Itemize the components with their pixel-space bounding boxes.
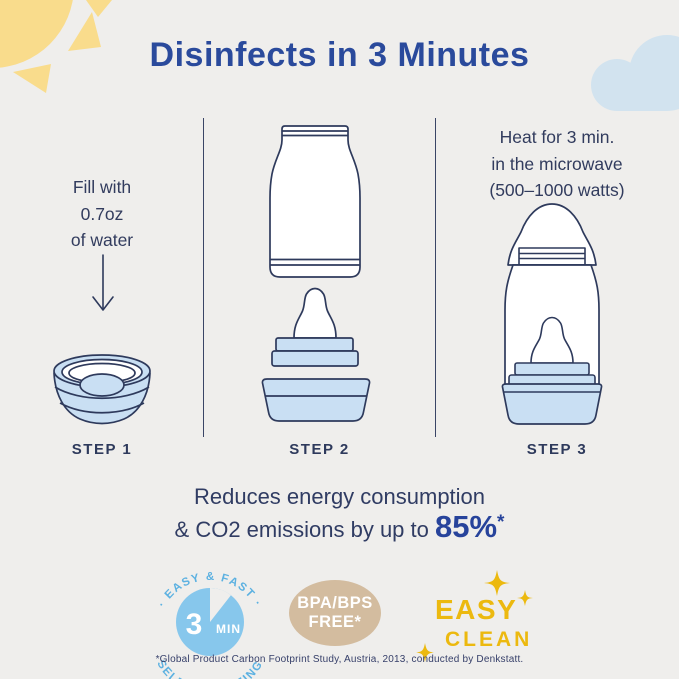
step3-caption: Heat for 3 min. in the microwave (500–10… xyxy=(435,124,679,204)
benefit-line2: & CO2 emissions by up to 85%* xyxy=(174,509,505,544)
assembled-bottle-illustration xyxy=(501,203,603,425)
bottle-parts-illustration xyxy=(261,125,371,422)
arrow-down-icon xyxy=(92,254,114,311)
benefit-text: Reduces energy consumption & CO2 emissio… xyxy=(0,482,679,545)
bpa-free-line1: BPA/BPS xyxy=(297,594,373,612)
cloud-icon xyxy=(591,35,679,111)
step1-label: STEP 1 xyxy=(71,441,133,458)
sterilizer-bowl-illustration xyxy=(53,354,151,425)
step3-label: STEP 3 xyxy=(526,441,588,458)
column-divider xyxy=(203,118,204,437)
step1-caption-line: of water xyxy=(70,230,134,250)
badge-minutes-unit: MIN xyxy=(216,622,241,636)
step1-caption-line: Fill with xyxy=(72,177,132,197)
easy-clean-line1: EASY xyxy=(435,594,518,625)
step3-caption-line: in the microwave xyxy=(491,153,623,174)
sun-icon xyxy=(0,0,112,93)
step3-caption-line: Heat for 3 min. xyxy=(499,127,615,147)
footnote: *Global Product Carbon Footprint Study, … xyxy=(155,654,524,665)
step1-caption-line: 0.7oz xyxy=(80,203,124,224)
sparkles-icon xyxy=(416,570,533,662)
bpa-free-badge: BPA/BPS FREE* xyxy=(289,580,381,646)
timer-wedge xyxy=(210,588,231,622)
benefit-line1: Reduces energy consumption xyxy=(193,484,486,509)
benefit-highlight: 85% xyxy=(435,509,498,544)
self-sterilizing-badge: 3 MIN · EASY & FAST · SELF STERILIZING xyxy=(154,571,264,679)
column-divider xyxy=(435,118,436,437)
step3-caption-line: (500–1000 watts) xyxy=(489,180,625,200)
step2-label: STEP 2 xyxy=(289,441,350,458)
badge-minutes-value: 3 xyxy=(186,608,203,641)
page-title: Disinfects in 3 Minutes xyxy=(149,36,530,74)
benefit-asterisk: * xyxy=(497,512,505,533)
bpa-free-line2: FREE* xyxy=(308,613,362,631)
easy-clean-line2: CLEAN xyxy=(445,628,533,651)
step1-caption: Fill with 0.7oz of water xyxy=(0,174,204,254)
easy-clean-badge: EASY CLEAN xyxy=(415,570,555,674)
